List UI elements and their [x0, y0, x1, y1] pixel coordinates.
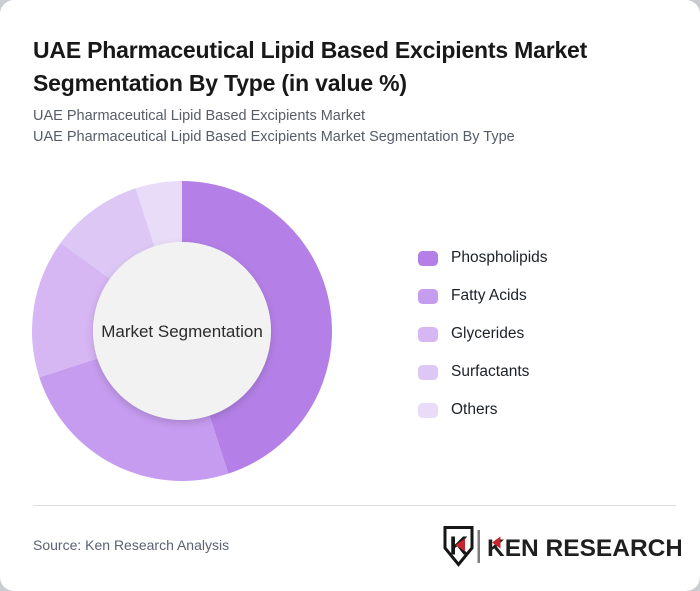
- logo-wordmark: KEN RESEARCH: [487, 535, 681, 562]
- legend-swatch-others: [418, 402, 438, 418]
- legend-swatch-glycerides: [418, 326, 438, 342]
- donut-center-circle: [93, 242, 271, 420]
- source-text: Source: Ken Research Analysis: [33, 537, 230, 553]
- donut-segment-glycerides: [31, 242, 111, 378]
- legend-item-fatty-acids: Fatty Acids: [418, 277, 548, 315]
- legend-item-surfactants: Surfactants: [418, 353, 548, 391]
- legend-label: Glycerides: [451, 325, 525, 342]
- donut-chart: Market Segmentation: [31, 181, 333, 482]
- chart-legend: Phospholipids Fatty Acids Glycerides Sur…: [418, 239, 548, 429]
- subtitle-line-2: UAE Pharmaceutical Lipid Based Excipient…: [33, 129, 515, 145]
- subtitle-line-1: UAE Pharmaceutical Lipid Based Excipient…: [33, 108, 366, 124]
- logo-separator-bar: [477, 530, 480, 563]
- ken-research-logo: K KEN RESEARCH: [443, 526, 683, 573]
- footer-divider: [33, 505, 676, 506]
- page-title: UAE Pharmaceutical Lipid Based Excipient…: [33, 37, 588, 96]
- donut-segment-phospholipids: [182, 181, 333, 474]
- donut-chart-svg: Market Segmentation: [31, 181, 333, 482]
- legend-swatch-surfactants: [418, 364, 438, 380]
- wordmark-red-triangle-icon: [492, 536, 501, 549]
- badge-red-triangle-icon: [455, 538, 465, 552]
- donut-segment-others: [135, 181, 182, 247]
- legend-item-phospholipids: Phospholipids: [418, 239, 548, 277]
- legend-label: Fatty Acids: [451, 287, 527, 304]
- legend-swatch-phospholipids: [418, 250, 438, 266]
- donut-segment-surfactants: [60, 188, 155, 279]
- chart-subtitles: UAE Pharmaceutical Lipid Based Excipient…: [33, 106, 515, 148]
- legend-label: Others: [451, 401, 498, 418]
- legend-item-glycerides: Glycerides: [418, 315, 548, 353]
- legend-swatch-fatty-acids: [418, 288, 438, 304]
- donut-segment-fatty-acids: [39, 358, 229, 482]
- donut-center-label: Market Segmentation: [101, 322, 263, 341]
- ken-research-shield-icon: K: [443, 526, 474, 567]
- ken-research-logo-svg: K KEN RESEARCH: [443, 526, 683, 567]
- legend-label: Phospholipids: [451, 249, 548, 266]
- donut-segments: [31, 181, 333, 482]
- legend-label: Surfactants: [451, 363, 530, 380]
- legend-item-others: Others: [418, 391, 548, 429]
